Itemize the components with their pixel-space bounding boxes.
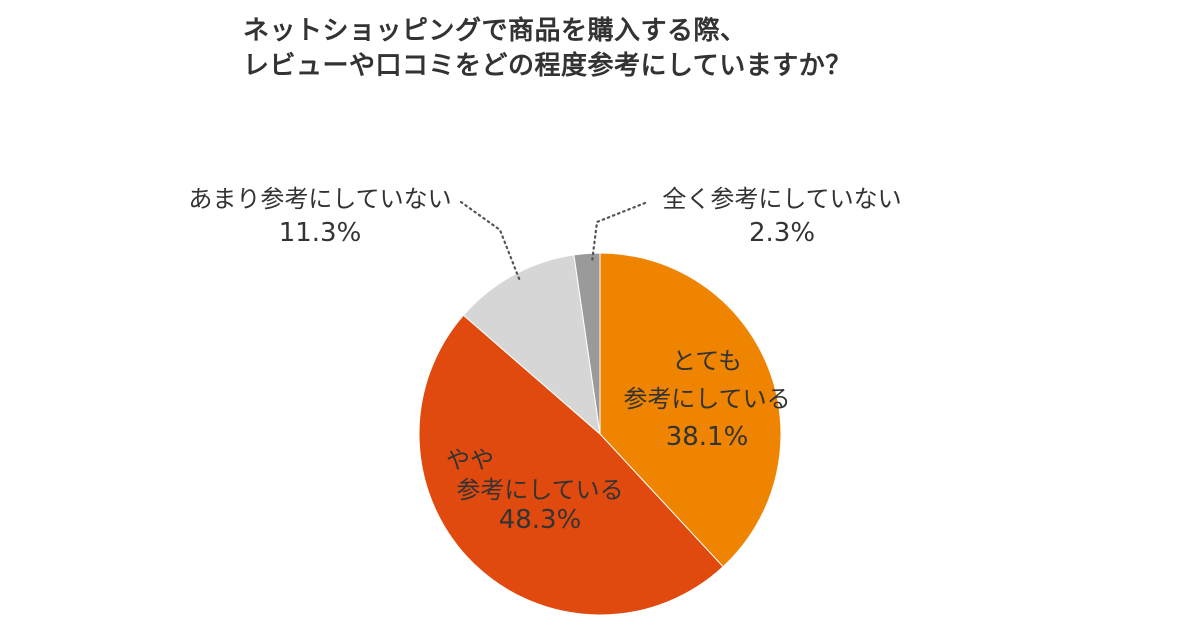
pie-labels: とても参考にしている38.1%やや参考にしている48.3%あまり参考にしていない… — [188, 185, 901, 535]
slice-label-very-much-line-1: とても — [672, 347, 742, 375]
pie-slice-not-much — [462, 254, 601, 436]
pie-slice-not-at-all — [573, 252, 601, 435]
slice-value-very-much: 38.1% — [666, 422, 749, 452]
leader-line-not-much — [459, 200, 522, 283]
pie-slice-very-much — [599, 252, 782, 568]
slice-label-somewhat-line-1: やや — [446, 446, 494, 474]
chart-title: ネットショッピングで商品を購入する際、 レビューや口コミをどの程度参考にしていま… — [243, 14, 852, 84]
pie-slices — [418, 252, 782, 616]
chart-title-line-1: ネットショッピングで商品を購入する際、 — [243, 16, 747, 46]
leader-line-not-at-all — [590, 201, 647, 264]
slice-label-not-much: あまり参考にしていない — [188, 185, 451, 213]
pie-slice-somewhat — [418, 314, 724, 616]
slice-value-not-at-all: 2.3% — [749, 218, 815, 248]
slice-label-somewhat-line-2: 参考にしている — [456, 476, 623, 504]
chart-title-line-2: レビューや口コミをどの程度参考にしていますか？ — [243, 51, 852, 81]
slice-value-somewhat: 48.3% — [499, 505, 582, 535]
slice-label-not-at-all: 全く参考にしていない — [662, 185, 901, 213]
slice-label-very-much-line-2: 参考にしている — [623, 385, 790, 413]
slice-value-not-much: 11.3% — [279, 218, 362, 248]
